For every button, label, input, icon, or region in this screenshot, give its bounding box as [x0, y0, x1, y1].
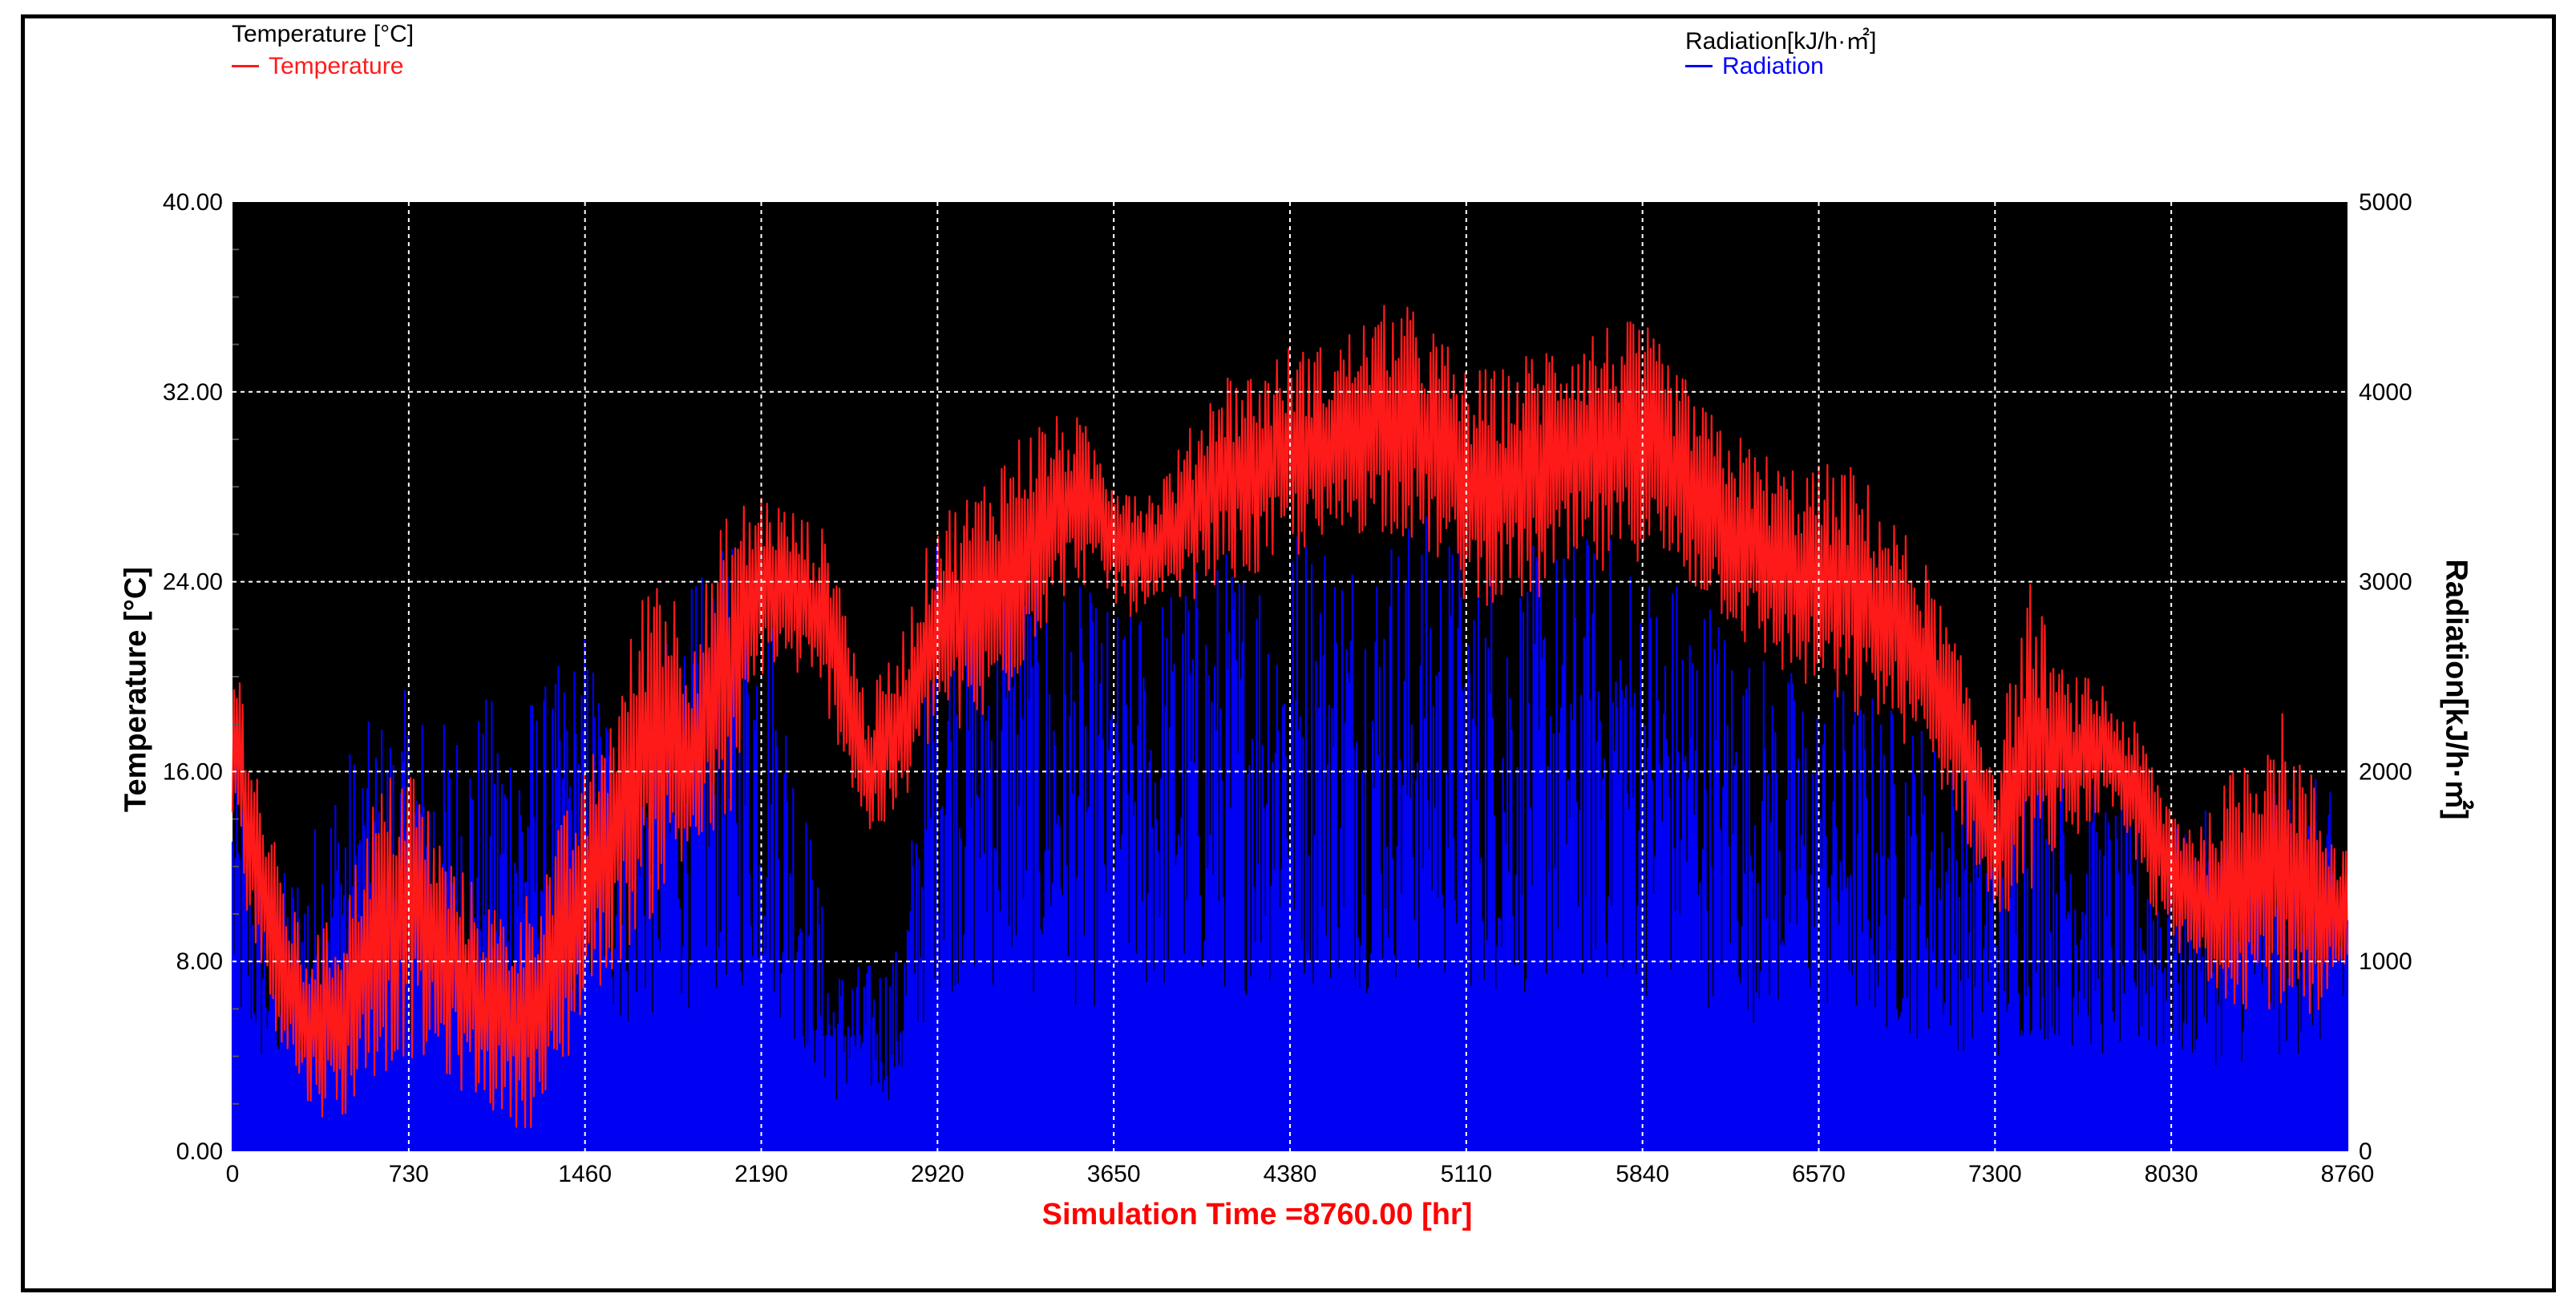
- x-tick-label: 8760: [2321, 1161, 2375, 1187]
- legend-temperature-label: Temperature: [269, 53, 404, 79]
- y-tick-label-right: 4000: [2359, 379, 2412, 406]
- y-tick-label-right: 2000: [2359, 758, 2412, 785]
- y-tick-label-right: 5000: [2359, 189, 2412, 216]
- x-tick-label: 0: [226, 1161, 240, 1187]
- y-axis-title-left: Temperature [°C]: [119, 567, 153, 812]
- x-tick-label: 2190: [734, 1161, 788, 1187]
- legend-radiation-label: Radiation: [1722, 53, 1824, 79]
- y-tick-label-right: 0: [2359, 1138, 2372, 1165]
- temperature-swatch: [232, 64, 259, 67]
- x-tick-label: 730: [389, 1161, 429, 1187]
- x-tick-label: 4380: [1264, 1161, 1317, 1187]
- x-tick-label: 2920: [911, 1161, 964, 1187]
- x-tick-label: 3650: [1087, 1161, 1141, 1187]
- y-tick-label-left: 0.00: [176, 1138, 223, 1165]
- temperature-series: [231, 305, 2349, 1129]
- left-legend-title: Temperature [°C]: [232, 21, 415, 47]
- y-tick-label-left: 24.00: [163, 569, 223, 596]
- legend-temperature: Temperature: [232, 53, 403, 80]
- radiation-swatch: [1685, 64, 1713, 67]
- x-tick-label: 8030: [2145, 1161, 2198, 1187]
- x-tick-label: 7300: [1968, 1161, 2022, 1187]
- y-tick-label-left: 16.00: [163, 758, 223, 785]
- legend-radiation: Radiation: [1685, 53, 1824, 80]
- radiation-series: [231, 516, 2349, 1151]
- y-axis-title-right: Radiation[kJ/h·㎡]: [2439, 559, 2473, 820]
- y-tick-label-left: 40.00: [163, 189, 223, 216]
- x-tick-label: 6570: [1792, 1161, 1846, 1187]
- y-tick-label-right: 1000: [2359, 948, 2412, 975]
- y-tick-label-right: 3000: [2359, 569, 2412, 596]
- right-legend-title: Radiation[kJ/h·㎡]: [1685, 28, 1877, 55]
- x-tick-label: 5110: [1441, 1161, 1493, 1187]
- x-tick-label: 1460: [558, 1161, 612, 1187]
- y-tick-label-left: 32.00: [163, 379, 223, 406]
- simulation-time-label: Simulation Time =8760.00 [hr]: [1041, 1198, 1473, 1231]
- y-tick-label-left: 8.00: [176, 948, 223, 975]
- x-tick-label: 5840: [1616, 1161, 1669, 1187]
